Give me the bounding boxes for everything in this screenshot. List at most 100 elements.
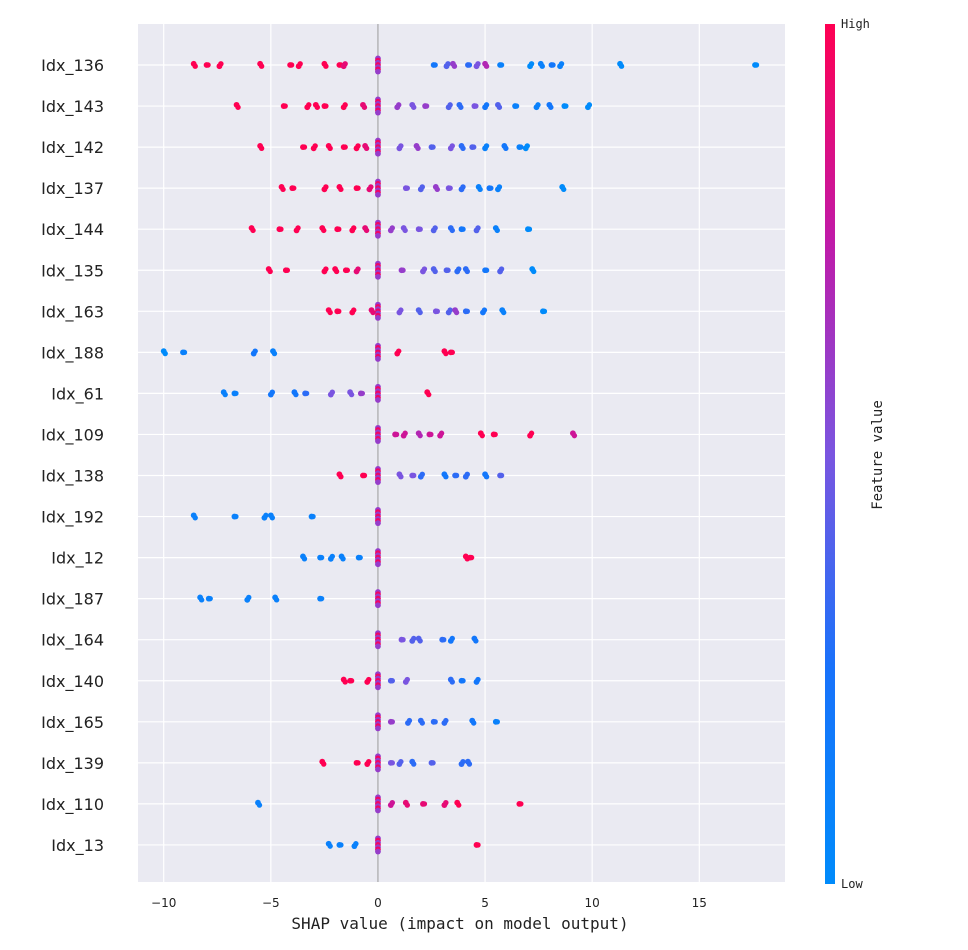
shap-point <box>375 273 381 280</box>
shap-point <box>453 472 460 479</box>
shap-point <box>419 184 425 190</box>
feature-labels: Idx_136 Idx_143 Idx_142 Idx_137 Idx_144 Idx_1… <box>41 56 104 856</box>
shap-point <box>233 390 239 397</box>
zero-column-points <box>375 260 381 280</box>
shap-point <box>426 391 432 398</box>
shap-point <box>375 232 381 239</box>
shap-point <box>483 143 490 149</box>
shap-point <box>518 801 524 807</box>
shap-point <box>526 226 533 232</box>
shap-point <box>449 679 455 685</box>
shap-point <box>222 391 228 398</box>
shap-point <box>389 800 396 806</box>
shap-point <box>263 512 269 519</box>
shap-point <box>473 638 479 644</box>
shap-point <box>336 226 342 232</box>
shap-point <box>181 349 188 356</box>
shap-point <box>327 145 333 151</box>
shap-point <box>375 520 381 527</box>
shap-point <box>518 144 524 150</box>
shap-point <box>411 104 417 110</box>
shap-point <box>366 758 372 765</box>
shap-point <box>252 348 258 354</box>
shap-point <box>355 185 361 191</box>
shap-point <box>411 635 417 642</box>
shap-point <box>550 62 556 68</box>
shap-point <box>618 63 625 69</box>
x-tick-labels: −10 −5 0 5 10 15 <box>151 896 707 910</box>
shap-point <box>423 103 430 109</box>
shap-point <box>318 595 325 602</box>
shap-point <box>417 226 423 232</box>
shap-point <box>530 268 537 275</box>
shap-point <box>246 594 252 601</box>
shap-point <box>445 267 451 273</box>
shap-point <box>528 430 535 436</box>
shap-point <box>479 432 485 439</box>
zero-column-points <box>375 219 381 239</box>
shap-point <box>375 356 381 362</box>
shap-point <box>306 102 312 108</box>
shap-point <box>338 842 344 848</box>
shap-point <box>488 185 494 191</box>
shap-point <box>389 225 396 231</box>
shap-point <box>258 63 265 69</box>
colorbar-title: Feature value <box>870 400 886 510</box>
shap-points <box>160 55 760 855</box>
feature-label: Idx_188 <box>41 343 104 363</box>
shap-point <box>327 843 333 849</box>
shap-point <box>291 185 297 191</box>
shap-point <box>355 760 361 766</box>
shap-point <box>430 760 436 766</box>
shap-point <box>400 267 406 273</box>
zero-column-points <box>375 424 381 444</box>
shap-point <box>483 267 490 273</box>
shap-point <box>404 676 410 683</box>
shap-point <box>586 102 593 108</box>
shap-point <box>361 104 368 110</box>
shap-point <box>375 807 381 814</box>
shap-point <box>466 761 473 767</box>
shap-point <box>471 720 477 726</box>
shap-point <box>269 389 276 395</box>
shap-point <box>451 63 458 69</box>
shap-point <box>342 61 348 67</box>
shap-point <box>273 597 280 603</box>
shap-point <box>443 474 449 480</box>
shap-point <box>468 554 475 561</box>
shap-point <box>402 430 408 436</box>
shap-point <box>421 801 428 807</box>
feature-label: Idx_61 <box>51 384 104 404</box>
shap-point <box>375 561 381 568</box>
shap-point <box>535 102 541 108</box>
feature-label: Idx_163 <box>41 302 104 322</box>
shap-point <box>492 431 498 438</box>
feature-label: Idx_12 <box>51 549 104 569</box>
shap-point <box>288 62 295 68</box>
shap-point <box>351 307 357 313</box>
feature-label: Idx_136 <box>41 56 104 76</box>
shap-point <box>475 61 481 67</box>
zero-column-points <box>375 178 381 198</box>
shap-point <box>218 61 224 67</box>
shap-point <box>162 350 168 357</box>
shap-point <box>541 308 548 314</box>
shap-point <box>329 389 336 395</box>
zero-column-points <box>375 466 381 485</box>
shap-point <box>563 103 569 109</box>
shap-point <box>460 184 466 190</box>
zero-column-points <box>375 342 381 362</box>
shap-point <box>297 61 303 67</box>
shap-point <box>417 432 423 439</box>
shap-point <box>353 841 359 847</box>
shap-point <box>368 184 374 190</box>
shap-point <box>342 679 348 685</box>
feature-label: Idx_192 <box>41 508 104 528</box>
zero-column-points <box>375 589 381 609</box>
zero-column-points <box>375 383 381 403</box>
shap-point <box>375 68 381 75</box>
shap-point <box>375 191 381 198</box>
zero-column-points <box>375 630 381 650</box>
feature-label: Idx_143 <box>41 97 104 117</box>
